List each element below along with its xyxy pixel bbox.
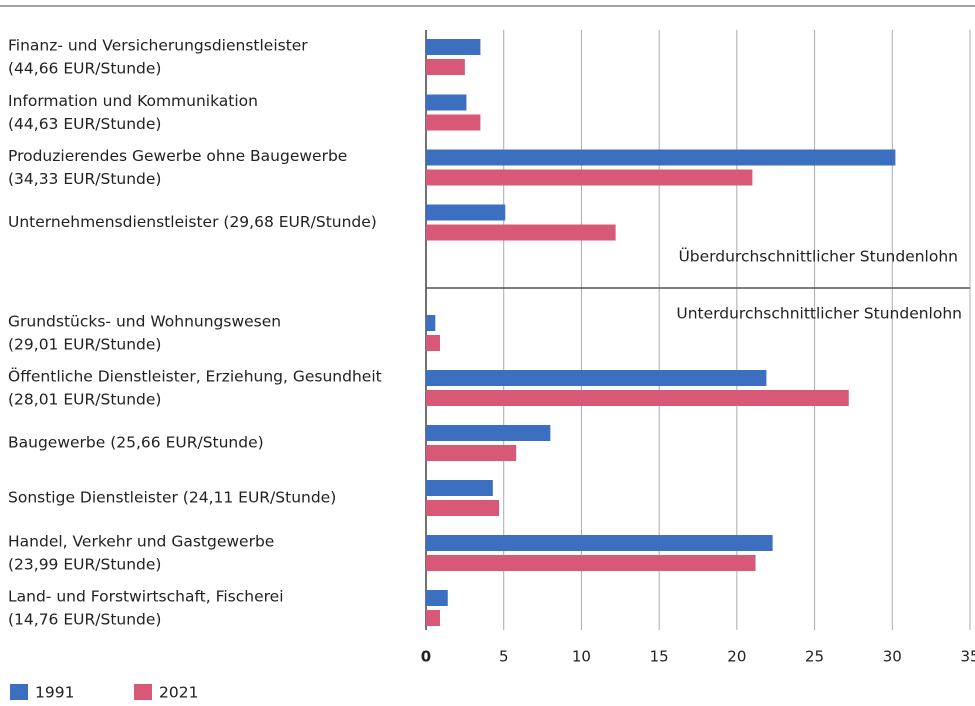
bar [426,335,440,351]
category-label: Grundstücks- und Wohnungswesen [8,313,281,331]
category-label: (34,33 EUR/Stunde) [8,170,161,188]
bar [426,114,481,131]
category-label: (44,66 EUR/Stunde) [8,60,161,78]
category-label: Sonstige Dienstleister (24,11 EUR/Stunde… [8,489,336,507]
bar [426,169,753,186]
bar [426,224,616,241]
category-label: (23,99 EUR/Stunde) [8,556,161,574]
bar [426,590,448,606]
category-label: Baugewerbe (25,66 EUR/Stunde) [8,434,264,452]
x-tick-label: 15 [650,648,669,666]
x-tick-label: 5 [499,648,509,666]
x-tick-label: 35 [960,648,975,666]
bar [426,480,493,496]
bar [426,149,896,166]
category-label: (14,76 EUR/Stunde) [8,611,161,629]
bar [426,59,465,75]
bar [426,535,773,551]
legend-label: 1991 [35,684,74,702]
bar [426,94,467,111]
category-label: Land- und Forstwirtschaft, Fischerei [8,588,284,606]
bar [426,315,436,331]
bar [426,610,440,626]
annotation: Überdurchschnittlicher Stundenlohn [678,247,958,266]
category-label: Finanz- und Versicherungsdienstleister [8,37,308,55]
bar [426,425,551,441]
bar [426,204,506,221]
x-tick-label: 20 [727,648,746,666]
bar [426,39,481,55]
category-label: Produzierendes Gewerbe ohne Baugewerbe [8,147,347,165]
category-label: Information und Kommunikation [8,92,258,110]
x-tick-label: 0 [421,648,431,666]
category-label: Öffentliche Dienstleister, Erziehung, Ge… [8,367,382,386]
x-tick-label: 30 [883,648,902,666]
category-label: (28,01 EUR/Stunde) [8,391,161,409]
annotation: Unterdurchschnittlicher Stundenlohn [676,305,962,323]
category-label: Handel, Verkehr und Gastgewerbe [8,533,274,551]
category-label: (44,63 EUR/Stunde) [8,115,161,133]
bar [426,370,767,386]
category-label: Unternehmensdienstleister (29,68 EUR/Stu… [8,213,377,231]
bar [426,445,517,461]
x-tick-label: 10 [572,648,591,666]
bar [426,500,500,516]
category-label: (29,01 EUR/Stunde) [8,336,161,354]
legend-label: 2021 [159,684,198,702]
bar [426,390,849,406]
legend-swatch [10,684,28,700]
legend-swatch [134,684,152,700]
bar [426,555,756,571]
x-tick-label: 25 [805,648,824,666]
